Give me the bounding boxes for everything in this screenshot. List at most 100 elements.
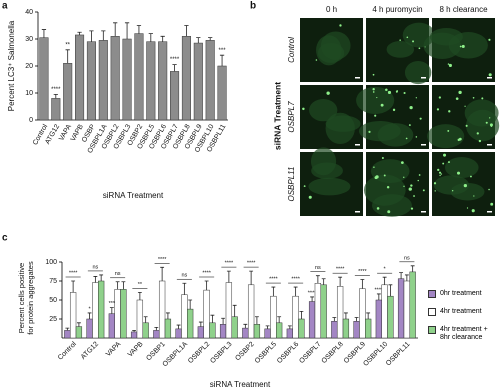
bar [120,289,127,339]
puncta [385,88,388,91]
significance: **** [202,270,211,276]
puncta [373,166,375,168]
bar [205,40,215,121]
bar [397,278,405,339]
puncta [413,195,415,197]
puncta [489,123,493,127]
cell [309,99,338,122]
bar [231,316,238,339]
bar [158,280,166,339]
error-bar [89,30,94,42]
bar [130,331,138,339]
error-bar [115,281,120,290]
puncta [451,190,454,192]
puncta [375,175,379,179]
puncta [457,171,461,175]
panel-label: a [2,1,8,12]
puncta [433,182,437,185]
puncta [409,105,413,110]
significance: *** [109,301,116,307]
error-bar [293,286,298,297]
error-bar [399,272,404,279]
bar [86,41,96,121]
puncta [408,187,412,191]
bar [203,289,210,339]
puncta [315,59,318,61]
error-bar [332,317,337,322]
puncta [438,96,441,99]
error-bar [176,324,181,329]
puncta [374,114,377,117]
error-bar [65,49,70,64]
puncta [405,137,408,140]
bar [331,321,338,339]
puncta [459,45,462,48]
axis-title: siRNA Treatment [272,82,282,150]
x-tick-label: VAPB [127,341,145,359]
x-axis-title: siRNA Treatment [103,191,164,200]
error-bar [243,323,248,329]
error-bar [53,93,58,99]
error-bar [71,280,76,293]
cell [320,31,351,60]
significance: *** [219,48,227,54]
legend-label: 4hr treatment + 8hr clearance [440,326,488,341]
cell [404,61,432,85]
bar [286,328,293,339]
significance: * [89,306,92,312]
bar [197,326,204,339]
column-label: 8 h clearance [439,5,488,14]
error-bar [101,30,106,41]
error-bar [132,330,137,332]
y-tick-label: 20 [25,63,33,70]
bar [136,299,144,339]
puncta [434,190,436,192]
bar [209,322,216,339]
error-bar [210,314,215,323]
scale-bar [355,211,360,213]
puncta [408,124,411,126]
error-bar [77,31,82,35]
significance: **** [291,277,300,283]
puncta [473,195,475,197]
error-bar [93,276,98,283]
panel-label: b [250,1,256,12]
column-label: 4 h puromycin [372,5,422,14]
scale-bar [421,77,426,79]
puncta [490,202,494,206]
y-tick-label: 75 [49,278,57,285]
puncta [472,96,475,99]
bar [264,328,271,339]
cell [386,40,415,58]
significance: **** [69,270,78,276]
bar [75,34,85,121]
legend-label: 4hr treatment [440,308,482,315]
cell [308,177,351,196]
puncta [455,97,459,100]
error-bar [265,325,270,329]
bar [225,282,233,339]
bar [92,282,99,339]
error-bar [366,312,371,319]
x-tick-label: Control [57,340,78,361]
puncta [436,108,440,111]
y-tick-label: 10 [25,90,33,97]
error-bar [160,35,165,42]
x-axis-title: siRNA Treatment [210,380,271,389]
puncta [458,90,462,95]
legend-swatch [428,308,436,316]
bar [108,313,115,339]
panel-label: c [2,233,8,244]
significance: ns [115,271,121,277]
bar [365,318,372,339]
scale-bar [421,211,426,213]
puncta [417,179,419,182]
cell [356,86,395,114]
significance: ** [65,42,70,48]
bar [122,38,132,121]
puncta [447,63,450,65]
puncta [466,207,469,209]
puncta [437,168,440,172]
puncta [478,139,482,143]
